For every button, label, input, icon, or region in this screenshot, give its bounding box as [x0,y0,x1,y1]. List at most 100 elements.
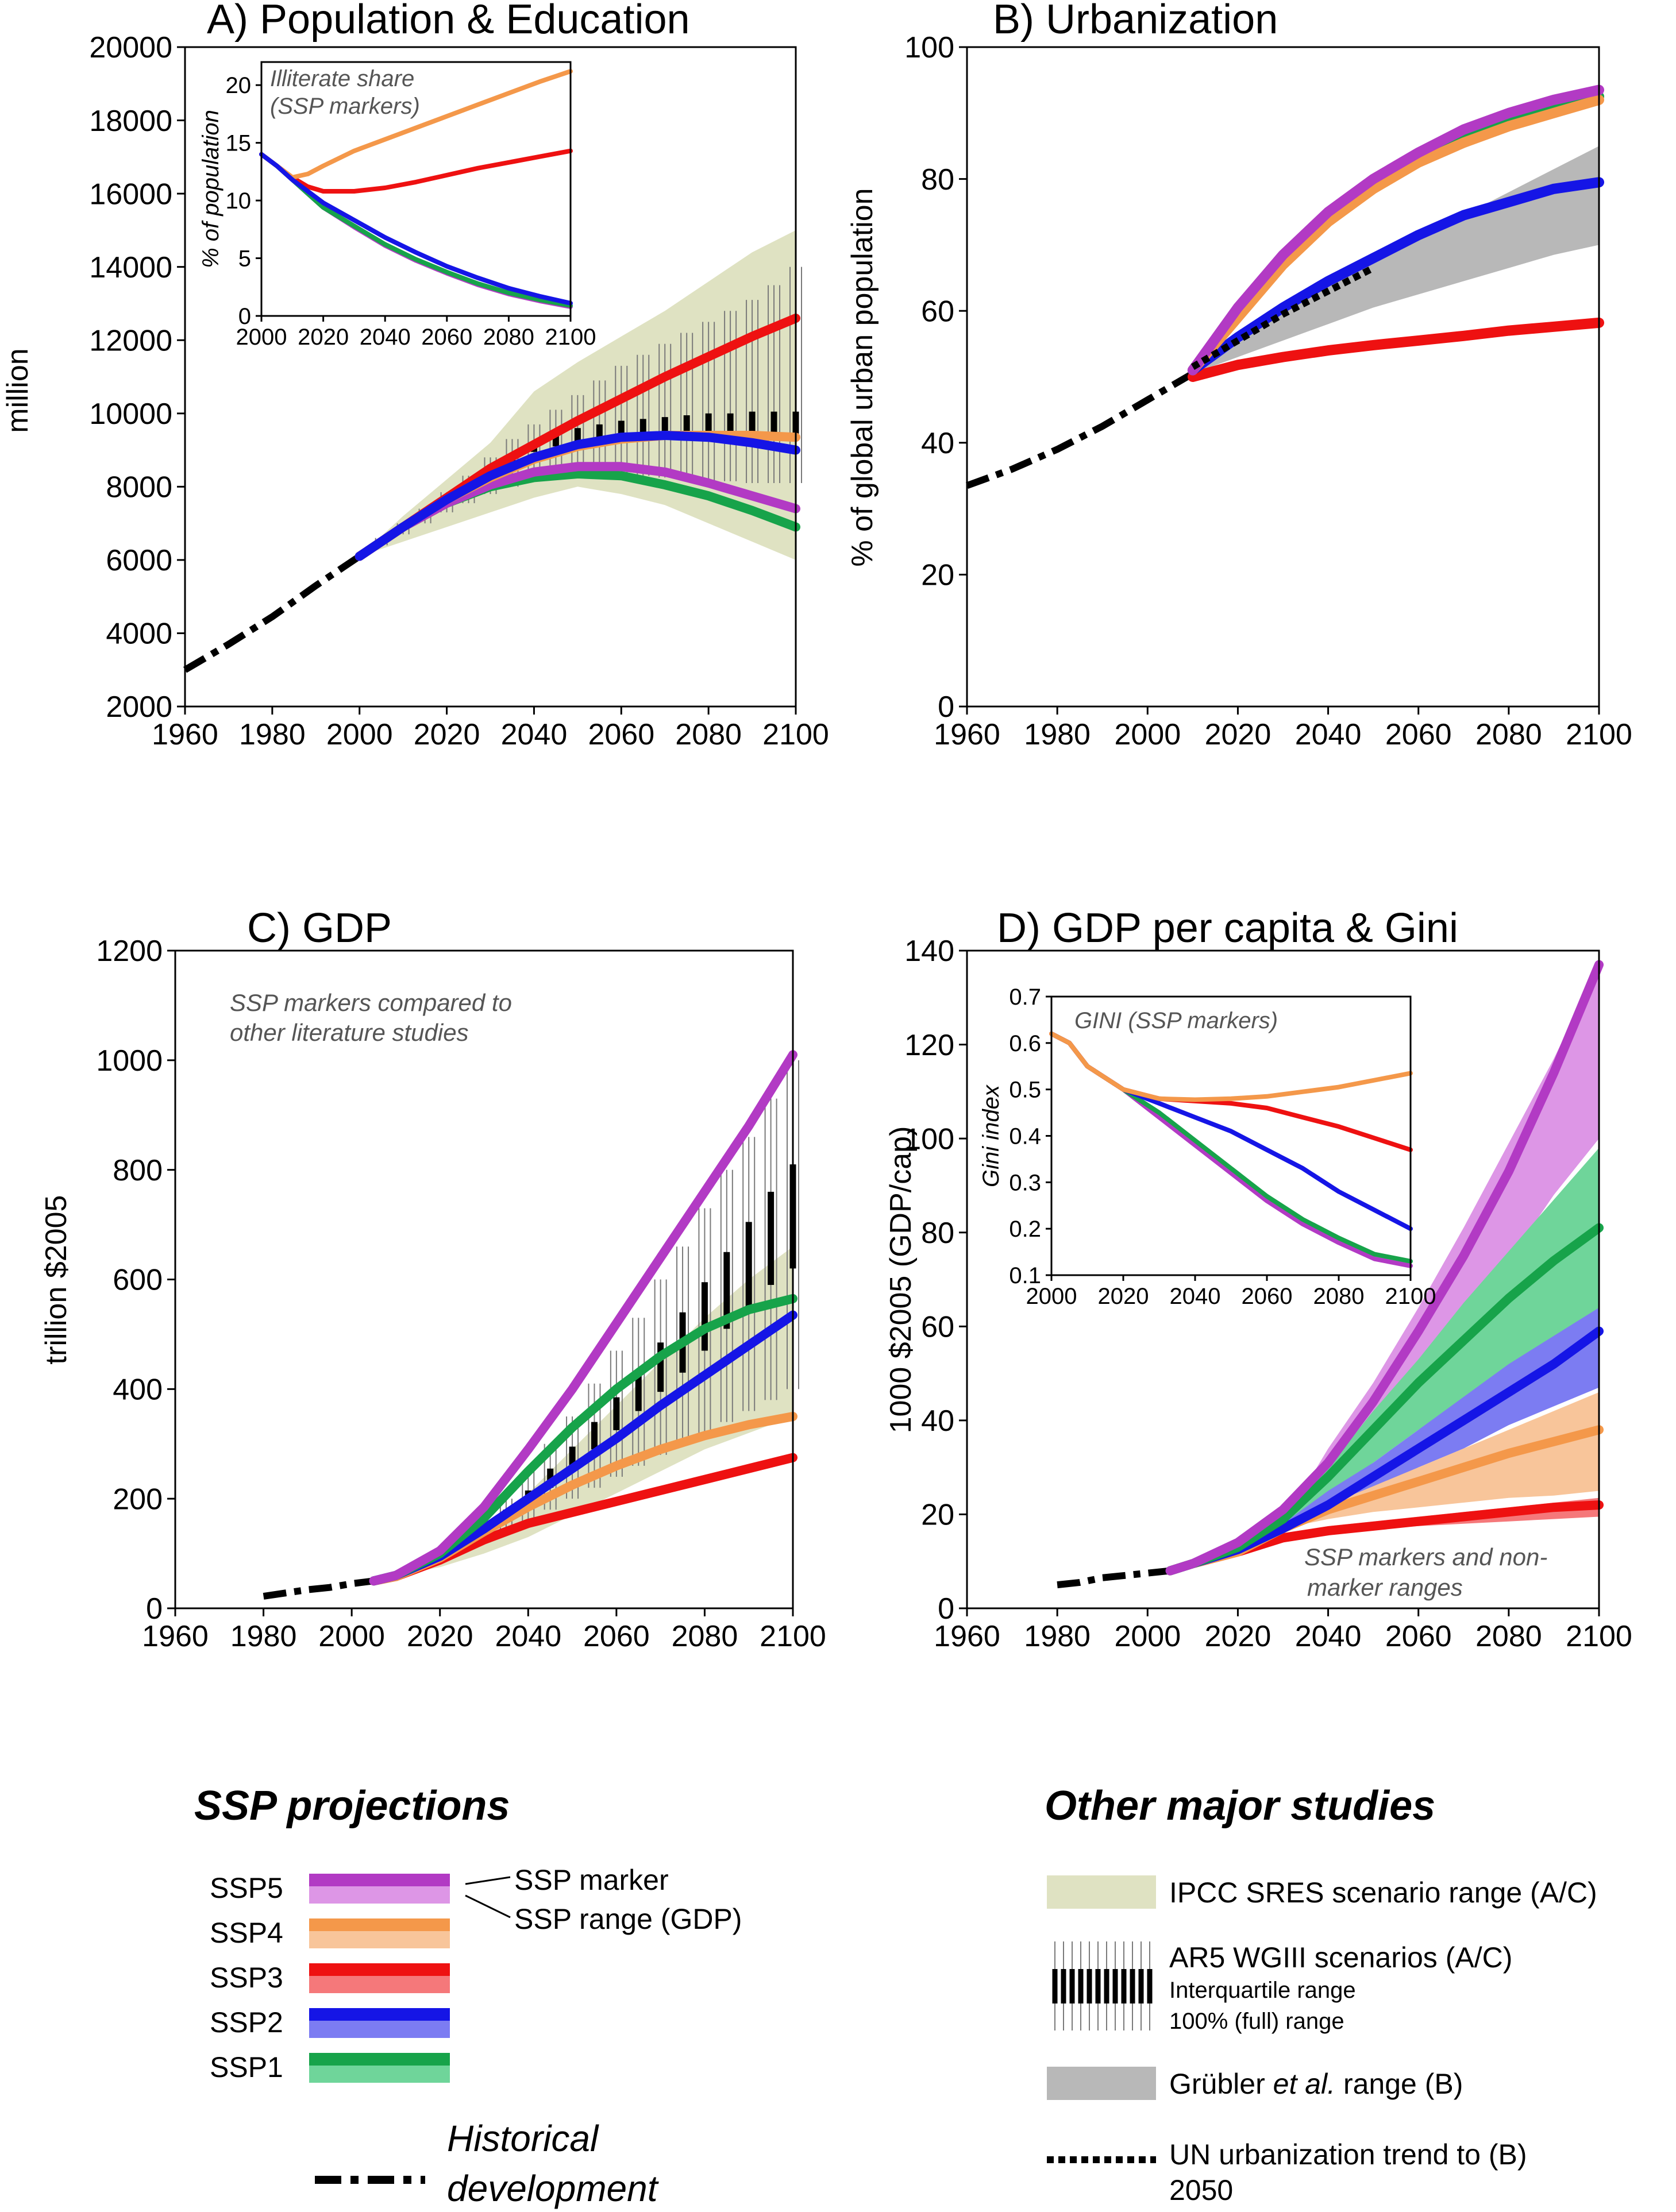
panel-c: C) GDP 1960 1980 2000 2020 2040 2060 2080 2100 0… [40,905,826,1653]
panel-a-xtick-label: 2080 [675,718,742,751]
panel-b-xtick-label: 2040 [1295,718,1362,751]
panel-d-inset-ytick-label: 0.6 [1009,1031,1041,1056]
panel-d-inset-ytick-label: 0.4 [1009,1124,1041,1149]
panel-b-ytick-label: 60 [921,295,954,328]
panel-b-ytick-label: 80 [921,163,954,196]
panel-d-inset-ytick-label: 0.5 [1009,1078,1041,1103]
panel-d-inset-ylabel: Gini index [978,1084,1004,1187]
legend-ssp5-range-swatch [309,1886,450,1904]
panel-c-series [369,1050,797,1586]
panel-c-ytick-label: 1200 [96,935,163,968]
panel-a-inset-ylabel: % of population [198,110,224,268]
panel-d-inset-xtick-label: 2060 [1242,1284,1293,1309]
panel-a-xtick-label: 2100 [762,718,829,751]
legend-ssp3-marker-swatch [309,1963,450,1976]
panel-b-ytick-label: 100 [904,31,954,64]
panel-c-note-line-2: other literature studies [230,1019,469,1046]
panel-b-xtick-label: 2000 [1114,718,1181,751]
panel-c-ytick-label: 600 [113,1264,163,1297]
legend-ssp2-marker-swatch [309,2008,450,2021]
panel-c-xtick-label: 1960 [142,1620,209,1653]
panel-c-historical-line [263,1577,375,1600]
panel-d-inset-xtick-label: 2000 [1026,1284,1077,1309]
panel-a-title: A) Population & Education [207,0,690,43]
panel-a-inset-title-line-2: (SSP markers) [270,94,420,119]
panel-a-historical-line [183,553,362,673]
panel-d-note-line-1: SSP markers and non- [1304,1543,1547,1570]
panel-a-inset-title-line-1: Illiterate share [270,66,414,91]
panel-a-inset-ytick-label: 20 [226,73,252,98]
panel-d-inset-ytick-label: 0.7 [1009,985,1041,1010]
panel-b-ytick-label: 0 [938,690,954,724]
panel-c-xtick-label: 1980 [230,1620,297,1653]
legend-ar5-swatch [1052,1941,1153,2030]
panel-b-xtick-label: 2020 [1205,718,1272,751]
panel-a-inset-xtick-label: 2020 [298,325,349,350]
panel-b-axes: 1960 1980 2000 2020 2040 2060 2080 210002040608… [904,31,1632,751]
panel-d-historical [1057,1567,1171,1589]
panel-d-xtick-label: 2000 [1114,1620,1181,1653]
panel-a-series [355,314,800,561]
panel-b-ssp2-line [1187,177,1604,376]
panel-d-title: D) GDP per capita & Gini [997,905,1458,951]
legend-ssp5-label: SSP5 [210,1872,283,1904]
legend-ssp4-marker-swatch [309,1918,450,1931]
panel-d-ytick-label: 0 [938,1592,954,1626]
panel-c-xtick-label: 2080 [672,1620,738,1653]
panel-a-inset-ytick-label: 0 [238,304,251,329]
panel-c-title: C) GDP [247,905,392,951]
legend-ar5-iqr-label: Interquartile range [1169,1978,1356,2003]
panel-d-ylabel: 1000 $2005 (GDP/cap) [884,1126,918,1434]
panel-d-axes: 1960 1980 2000 2020 2040 2060 2080 210002040608… [904,935,1632,1653]
legend-grubler-name: Grübler [1169,2068,1265,2100]
panel-d-inset-xtick-label: 2080 [1313,1284,1365,1309]
panel-d-xtick-label: 1980 [1024,1620,1091,1653]
legend-grubler-label: Grübler et al. range (B) [1169,2068,1463,2100]
panel-c-ytick-label: 800 [113,1154,163,1187]
panel-a-inset-frame [260,61,572,317]
panel-b-un-trend-line [1190,265,1375,370]
panel-a-inset-axes: 2000 2020 2040 2060 2080 2100 0 5 10 15 20 [226,61,596,350]
panel-d-ssp1-range [1283,1148,1599,1524]
panel-b: B) Urbanization 1960 1980 2000 2020 2040 2060… [846,0,1632,751]
legend-marker-label: SSP marker [514,1864,669,1896]
panel-d-frame [966,949,1600,1609]
legend-ssp-swatches: SSP5 SSP4 SSP3 SSP2 SSP1 [210,1872,450,2083]
panel-b-title: B) Urbanization [993,0,1278,43]
panel-d-inset-ssp4-line [1049,1031,1413,1102]
panel-c-ytick-label: 400 [113,1373,163,1407]
panel-a-inset-ytick-label: 10 [226,188,252,214]
panel-c-xtick-label: 2000 [318,1620,385,1653]
panel-a-xtick-label: 2000 [326,718,393,751]
panel-b-frame [966,46,1600,708]
panel-a-ytick-label: 12000 [89,324,172,357]
panel-d-ytick-label: 120 [904,1029,954,1062]
panel-d-inset-xtick-label: 2100 [1385,1284,1436,1309]
legend-un-label-line-2: 2050 [1169,2174,1233,2206]
panel-d-ssp5-line [1165,960,1604,1576]
panel-a-xtick-label: 1960 [152,718,218,751]
legend-ar5-full-label: 100% (full) range [1169,2009,1344,2034]
panel-a-frame [184,46,797,708]
panel-a-ytick-label: 18000 [89,105,172,138]
legend-grubler-suffix: range (B) [1335,2068,1463,2100]
legend-grubler-swatch [1047,2067,1156,2100]
legend-grubler-etal: et al. [1273,2068,1335,2100]
panel-d-inset-ytick-label: 0.3 [1009,1170,1041,1195]
panel-d-ytick-label: 140 [904,935,954,968]
legend-ssp4-label: SSP4 [210,1917,283,1949]
panel-a-xtick-label: 2040 [501,718,568,751]
legend-ssp-title: SSP projections [194,1783,510,1829]
panel-a-ytick-label: 6000 [106,544,172,577]
legend-sres-swatch [1047,1875,1156,1909]
legend-ssp1-label: SSP1 [210,2051,283,2083]
panel-d-ytick-label: 20 [921,1499,954,1532]
panel-a-inset-ssp2-line [259,152,573,306]
legend-sres-label: IPCC SRES scenario range (A/C) [1169,1877,1597,1909]
panel-c-historical [263,1577,375,1600]
legend-historical-line-1: Historical [447,2118,599,2159]
panel-c-ytick-label: 1000 [96,1044,163,1078]
panel-d-ytick-label: 100 [904,1122,954,1156]
panel-a-inset-ytick-label: 15 [226,131,252,156]
panel-c-ylabel: trillion $2005 [40,1195,73,1365]
